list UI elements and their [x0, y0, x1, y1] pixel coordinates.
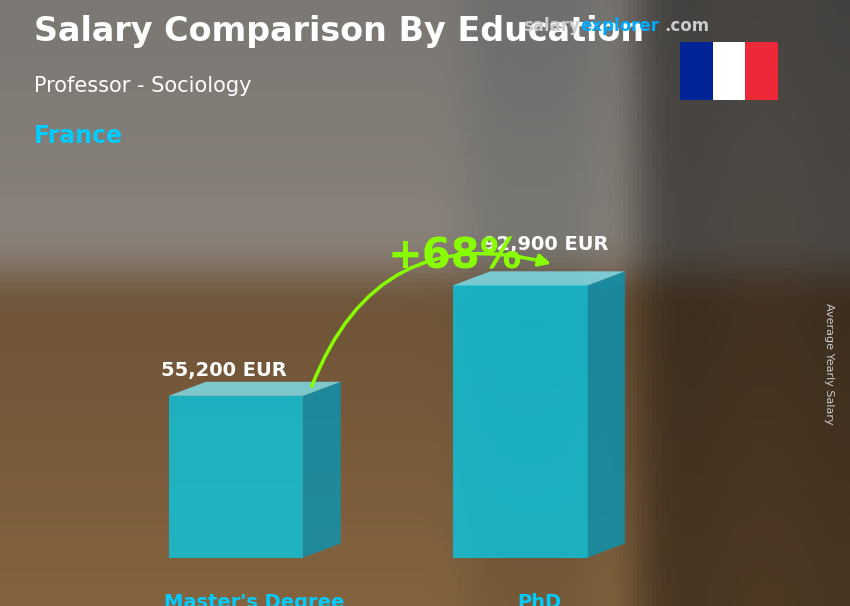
Bar	[745, 42, 778, 100]
Text: France: France	[34, 124, 123, 148]
Text: +68%: +68%	[388, 235, 522, 278]
Polygon shape	[168, 382, 341, 396]
Text: .com: .com	[665, 17, 710, 35]
Polygon shape	[453, 271, 625, 285]
Bar	[712, 42, 745, 100]
Text: salary: salary	[523, 17, 580, 35]
Text: 92,900 EUR: 92,900 EUR	[483, 235, 609, 254]
Polygon shape	[587, 271, 625, 558]
Text: Salary Comparison By Education: Salary Comparison By Education	[34, 15, 644, 48]
Text: explorer: explorer	[581, 17, 660, 35]
Polygon shape	[303, 382, 341, 558]
Bar	[680, 42, 712, 100]
Text: Master's Degree: Master's Degree	[164, 593, 345, 606]
Text: Average Yearly Salary: Average Yearly Salary	[824, 303, 834, 424]
Text: Professor - Sociology: Professor - Sociology	[34, 76, 252, 96]
Text: 55,200 EUR: 55,200 EUR	[162, 361, 287, 380]
Text: PhD: PhD	[517, 593, 561, 606]
Polygon shape	[453, 285, 587, 558]
Polygon shape	[168, 396, 303, 558]
